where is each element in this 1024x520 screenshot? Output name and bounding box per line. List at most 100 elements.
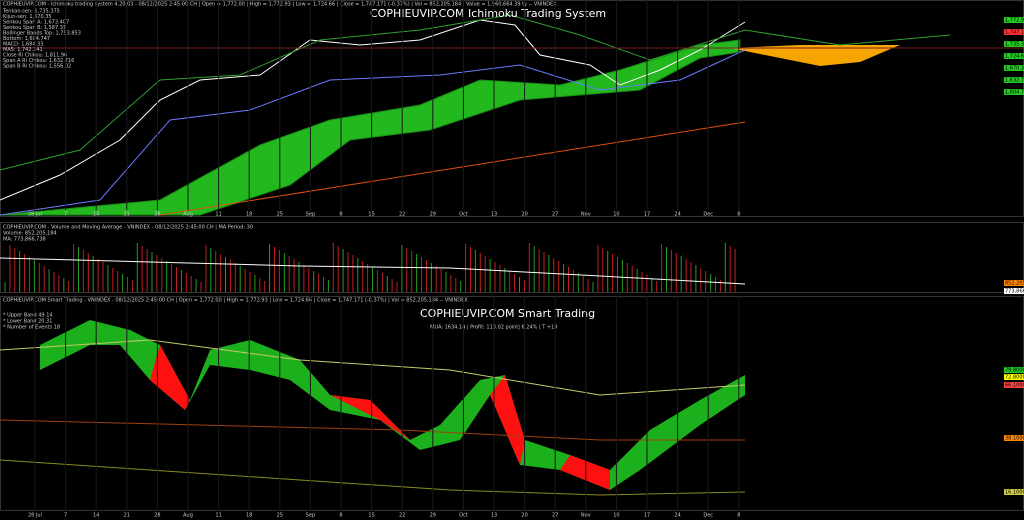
volume-tag-bg: [1004, 288, 1024, 294]
x-tick-label: 28: [154, 212, 160, 218]
x-tick-label: 15: [368, 212, 374, 218]
panel-title: COPHIEUVIP.COM Ichimoku Trading System: [370, 7, 606, 20]
x-tick-label: 20: [521, 513, 527, 519]
price-line: [0, 19, 746, 201]
sell-zone: [150, 345, 190, 410]
smart-tag-bg: [1004, 374, 1024, 380]
x-tick-label: 17: [644, 212, 650, 218]
x-tick-label: 13: [491, 513, 497, 519]
indicator: MACD: 1,684.33: [3, 42, 44, 48]
smart-band: [40, 320, 745, 490]
indicator: Span A Ri Chikou: 1,632.716: [3, 58, 74, 64]
x-tick-label: Sep: [306, 513, 315, 519]
x-tick-label: Oct: [459, 212, 468, 218]
smart-tag: 38.1000: [1005, 436, 1024, 442]
x-tick-label: 11: [215, 513, 221, 519]
x-tick-label: 8: [737, 513, 740, 519]
x-tick-label: 27: [552, 513, 558, 519]
legend-entry: * Lower Band 20.31: [3, 319, 52, 325]
price-tag: 1,670.35: [1005, 66, 1024, 72]
volume-tags: 852,205 773,866: [1004, 280, 1024, 295]
x-tick-label: 18: [246, 513, 252, 519]
legend-entry: * Upper Band 49.14: [3, 313, 53, 319]
x-tick-label: 29: [430, 513, 436, 519]
indicator: Tenkan-sen: 1,735.375: [2, 9, 60, 15]
price-tag: 1,772.93: [1005, 18, 1024, 24]
x-tick-label: 27: [552, 212, 558, 218]
price-tag-bg: [1004, 41, 1024, 47]
volume-tag: 773,866: [1005, 289, 1024, 295]
price-tag-bg: [1004, 89, 1024, 95]
price-tag: 1,604.75: [1005, 90, 1024, 96]
volume-bars: [4, 243, 736, 292]
ma-label: MA: 773,866,738: [3, 237, 46, 243]
x-tick-label: 11: [215, 212, 221, 218]
x-tick-label: 28 Jul: [28, 513, 42, 519]
price-tag: 1,724.66: [1005, 54, 1024, 60]
x-axes: 28 Jul 28 Jul 7 7 14 14 21 21 28 28 Aug Aug 11 11 18 18…: [28, 0, 740, 519]
x-tick-label: 14: [93, 212, 99, 218]
x-tick-label: 25: [277, 212, 283, 218]
indicator: MA5: 1,742.241: [3, 47, 43, 53]
price-tag-bg: [1004, 65, 1024, 71]
x-tick-label: 20: [521, 212, 527, 218]
price-tag: 1,632.72: [1005, 78, 1024, 84]
price-tag-bg: [1004, 77, 1024, 83]
ichimoku-cloud-green: [0, 39, 741, 216]
lower-band: [0, 459, 746, 496]
smart-tag-bg: [1004, 382, 1024, 388]
x-tick-label: 15: [368, 513, 374, 519]
x-tick-label: 17: [644, 513, 650, 519]
sell-zone: [560, 455, 610, 490]
price-tag: 1,747.17: [1005, 30, 1024, 36]
x-tick-label: Oct: [459, 513, 468, 519]
price-tag-bg: [1004, 17, 1024, 23]
x-tick-label: Dec: [703, 513, 713, 519]
indicator: Span B Ri Chikou: 1,556.02: [3, 64, 71, 70]
x-tick-label: Nov: [581, 212, 591, 218]
x-tick-label: Sep: [306, 212, 315, 218]
price-tag: 1,735.38: [1005, 42, 1024, 48]
smart-tag: 16.1000: [1005, 490, 1024, 496]
x-tick-label: 10: [613, 513, 619, 519]
price-tags: 1,772.93 1,747.17 1,735.38 1,724.66 1,670.35…: [1004, 17, 1024, 96]
x-tick-label: 22: [399, 513, 405, 519]
x-tick-label: 18: [246, 212, 252, 218]
x-tick-label: 24: [674, 513, 680, 519]
chikou-line: [0, 14, 951, 171]
x-tick-label: Nov: [581, 513, 591, 519]
x-tick-label: 25: [277, 513, 283, 519]
x-tick-label: 7: [64, 212, 67, 218]
x-tick-label: 29: [430, 212, 436, 218]
x-tick-label: 10: [613, 212, 619, 218]
x-tick-label: 28 Jul: [28, 212, 42, 218]
x-tick-label: 13: [491, 212, 497, 218]
indicator: Bollinger Bands Top: 1,753.853: [3, 31, 81, 37]
sell-zone: [490, 375, 525, 465]
volume-tag-bg: [1004, 280, 1024, 286]
price-tag-bg: [1004, 53, 1024, 59]
smart-tag-bg: [1004, 367, 1024, 373]
mid-band: [0, 419, 745, 441]
upper-band: [0, 339, 746, 396]
ichimoku-cloud-orange: [730, 45, 900, 66]
smart-legend: * Upper Band 49.14* Lower Band 20.31* Nu…: [3, 313, 60, 331]
x-tick-label: Dec: [703, 212, 713, 218]
sell-zone: [330, 395, 410, 440]
smart-tag-bg: [1004, 435, 1024, 441]
panel-header: COPHIEUVIP.COM Smart Trading - VNINDEX -…: [3, 298, 468, 304]
volume-label: Volume: 852,205,184: [3, 231, 57, 237]
x-tick-label: 7: [64, 513, 67, 519]
kijun-line: [0, 49, 746, 216]
indicator: Kijun-sen: 1,670.35: [3, 14, 52, 20]
smart-tag: 66.1000: [1005, 383, 1024, 389]
smart-tag-bg: [1004, 489, 1024, 495]
x-tick-label: 8: [339, 513, 342, 519]
x-tick-label: Aug: [183, 513, 193, 519]
volume-tag: 852,205: [1005, 281, 1024, 287]
smart-tag: 79.8000: [1005, 368, 1024, 374]
x-tick-label: 14: [93, 513, 99, 519]
panel-title: COPHIEUVIP.COM Smart Trading: [420, 307, 595, 320]
